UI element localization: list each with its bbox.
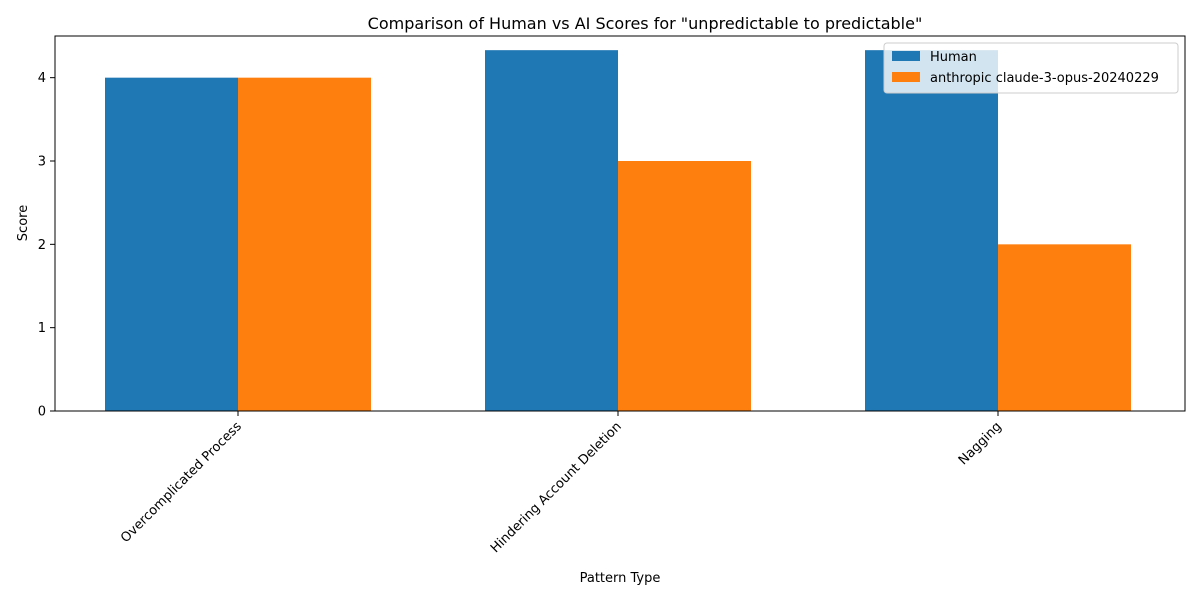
- legend: Human anthropic claude-3-opus-20240229: [883, 42, 1179, 94]
- x-tick-label: Hindering Account Deletion: [488, 419, 625, 556]
- legend-swatch-ai: [892, 72, 920, 82]
- chart-title: Comparison of Human vs AI Scores for "un…: [368, 14, 923, 33]
- legend-box: [883, 42, 1179, 94]
- bar-ai-3: [998, 244, 1131, 411]
- y-axis: 0 1 2 3 4: [38, 71, 55, 420]
- x-tick-label: Overcomplicated Process: [118, 419, 245, 546]
- x-tick-label: Nagging: [956, 419, 1005, 468]
- plot-frame: [54, 35, 1186, 412]
- bars-group: [105, 50, 1131, 412]
- bar-ai-2: [618, 161, 751, 411]
- legend-swatch-human: [892, 51, 920, 61]
- y-tick-label: 2: [38, 238, 46, 253]
- y-tick-label: 1: [38, 321, 46, 336]
- y-tick-label: 0: [38, 405, 46, 420]
- bar-human-2: [485, 50, 618, 412]
- bar-human-3: [865, 50, 998, 412]
- x-axis: Overcomplicated Process Hindering Account…: [118, 411, 1005, 556]
- x-axis-label: Pattern Type: [580, 571, 661, 586]
- legend-label-ai: anthropic claude-3-opus-20240229: [930, 71, 1159, 86]
- y-axis-label: Score: [16, 205, 31, 241]
- y-tick-label: 3: [38, 155, 46, 170]
- bar-human-1: [105, 77, 238, 412]
- bar-ai-1: [238, 77, 371, 412]
- legend-label-human: Human: [930, 50, 977, 65]
- y-tick-label: 4: [38, 71, 46, 86]
